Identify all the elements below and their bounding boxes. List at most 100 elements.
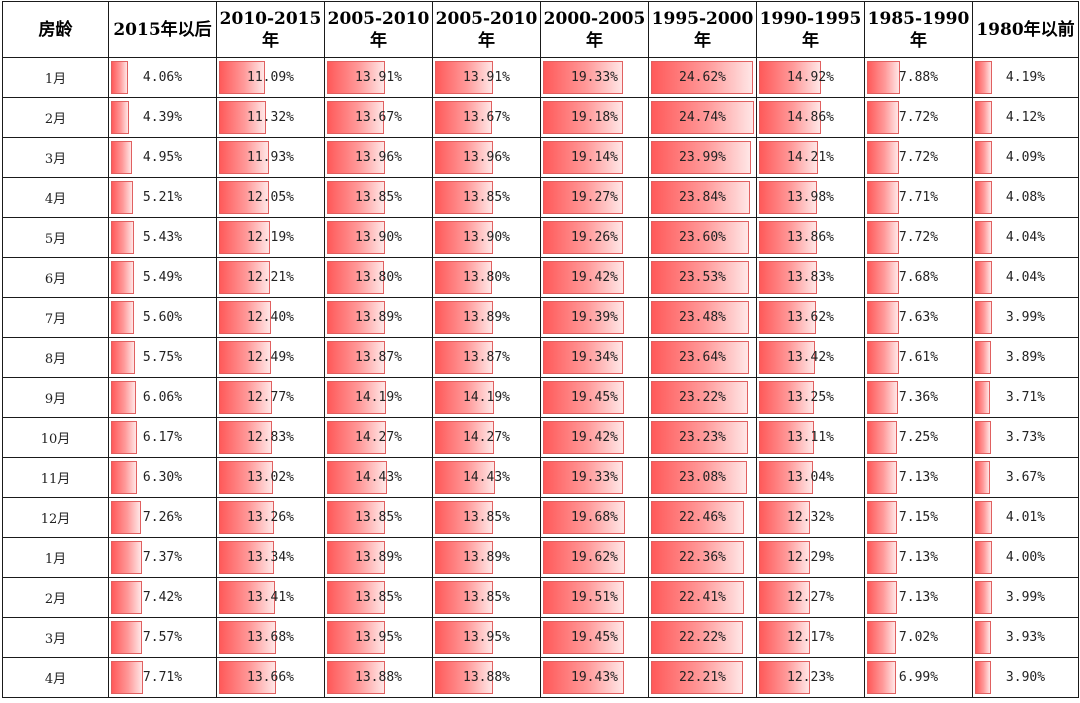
cell-value: 19.26% — [571, 230, 618, 245]
data-bar — [651, 381, 748, 414]
data-bar — [975, 421, 991, 454]
data-bar — [651, 261, 749, 294]
data-cell: 13.83% — [756, 257, 865, 298]
cell-value: 7.71% — [142, 670, 183, 685]
data-cell: 6.99% — [864, 657, 973, 698]
data-cell: 22.46% — [648, 497, 757, 538]
data-cell: 19.62% — [540, 537, 649, 578]
data-cell: 13.68% — [216, 617, 325, 658]
data-bar — [327, 501, 385, 534]
cell-value: 5.21% — [142, 190, 183, 205]
column-header: 1995-2000年 — [648, 1, 757, 58]
column-header: 2000-2005年 — [540, 1, 649, 58]
data-bar — [435, 141, 493, 174]
cell-value: 7.61% — [898, 350, 939, 365]
data-bar — [759, 621, 810, 654]
row-label-month: 3月 — [2, 137, 109, 178]
row-label-month: 1月 — [2, 57, 109, 98]
data-cell: 23.84% — [648, 177, 757, 218]
data-bar — [111, 621, 142, 654]
data-cell: 13.95% — [324, 617, 433, 658]
data-cell: 19.51% — [540, 577, 649, 618]
data-cell: 12.83% — [216, 417, 325, 458]
data-cell: 13.85% — [324, 577, 433, 618]
cell-value: 22.21% — [679, 670, 726, 685]
cell-value: 7.72% — [898, 150, 939, 165]
data-bar — [111, 581, 142, 614]
data-bar — [219, 261, 270, 294]
data-cell: 11.93% — [216, 137, 325, 178]
data-cell: 13.85% — [324, 177, 433, 218]
data-cell: 19.42% — [540, 417, 649, 458]
data-bar — [435, 261, 492, 294]
cell-value: 11.32% — [247, 110, 294, 125]
data-bar — [543, 181, 623, 214]
row-label-month: 12月 — [2, 497, 109, 538]
cell-value: 13.90% — [355, 230, 402, 245]
data-cell: 19.39% — [540, 297, 649, 338]
cell-value: 13.85% — [355, 590, 402, 605]
data-cell: 7.71% — [108, 657, 217, 698]
data-bar — [543, 221, 623, 254]
row-label-month: 3月 — [2, 617, 109, 658]
cell-value: 13.34% — [247, 550, 294, 565]
cell-value: 12.77% — [247, 390, 294, 405]
data-bar — [327, 301, 385, 334]
data-cell: 13.66% — [216, 657, 325, 698]
data-bar — [867, 61, 900, 94]
cell-value: 23.99% — [679, 150, 726, 165]
cell-value: 7.72% — [898, 230, 939, 245]
cell-value: 13.88% — [355, 670, 402, 685]
data-cell: 11.09% — [216, 57, 325, 98]
data-cell: 7.71% — [864, 177, 973, 218]
data-cell: 14.19% — [324, 377, 433, 418]
data-cell: 23.53% — [648, 257, 757, 298]
data-cell: 4.12% — [972, 97, 1079, 138]
data-bar — [867, 381, 898, 414]
table-row: 2月 7.42% 13.41% 13.85% 13.85% 19.51% 22.41% 12.… — [2, 577, 1079, 618]
data-bar — [867, 301, 899, 334]
data-cell: 14.27% — [324, 417, 433, 458]
data-cell: 23.48% — [648, 297, 757, 338]
data-cell: 19.45% — [540, 617, 649, 658]
cell-value: 22.22% — [679, 630, 726, 645]
cell-value: 13.89% — [355, 550, 402, 565]
data-cell: 7.13% — [864, 457, 973, 498]
cell-value: 19.43% — [571, 670, 618, 685]
data-cell: 19.68% — [540, 497, 649, 538]
cell-value: 4.04% — [1005, 230, 1046, 245]
data-cell: 7.63% — [864, 297, 973, 338]
data-cell: 12.40% — [216, 297, 325, 338]
cell-value: 3.99% — [1005, 590, 1046, 605]
cell-value: 13.85% — [463, 590, 510, 605]
data-bar — [651, 341, 749, 374]
cell-value: 23.84% — [679, 190, 726, 205]
cell-value: 4.04% — [1005, 270, 1046, 285]
data-cell: 19.34% — [540, 337, 649, 378]
cell-value: 5.49% — [142, 270, 183, 285]
cell-value: 13.25% — [787, 390, 834, 405]
table-row: 6月 5.49% 12.21% 13.80% 13.80% 19.42% 23.53% 13.… — [2, 257, 1079, 298]
data-bar — [111, 461, 137, 494]
cell-value: 13.98% — [787, 190, 834, 205]
cell-value: 3.93% — [1005, 630, 1046, 645]
data-cell: 4.19% — [972, 57, 1079, 98]
data-cell: 4.06% — [108, 57, 217, 98]
data-bar — [543, 261, 624, 294]
data-cell: 13.89% — [432, 537, 541, 578]
data-cell: 13.88% — [324, 657, 433, 698]
data-cell: 5.49% — [108, 257, 217, 298]
data-bar — [327, 541, 385, 574]
data-cell: 14.86% — [756, 97, 865, 138]
data-bar — [651, 421, 748, 454]
cell-value: 13.85% — [463, 190, 510, 205]
table-row: 5月 5.43% 12.19% 13.90% 13.90% 19.26% 23.60% 13.… — [2, 217, 1079, 258]
cell-value: 12.23% — [787, 670, 834, 685]
data-bar — [651, 301, 749, 334]
cell-value: 12.17% — [787, 630, 834, 645]
cell-value: 22.46% — [679, 510, 726, 525]
data-cell: 4.01% — [972, 497, 1079, 538]
data-cell: 14.43% — [324, 457, 433, 498]
data-bar — [543, 461, 623, 494]
data-bar — [111, 181, 133, 214]
